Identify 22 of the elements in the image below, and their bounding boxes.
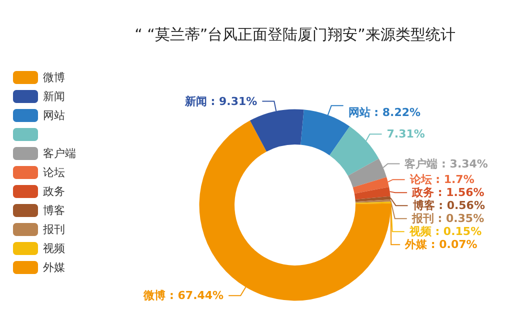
data-label: 网站 : 8.22% [348, 106, 421, 119]
legend-label: 网站 [43, 109, 65, 122]
data-label: 新闻 : 9.31% [184, 94, 258, 108]
legend-label: 新闻 [43, 90, 65, 103]
legend-label: 微博 [43, 71, 65, 84]
data-label: 微博 : 67.44% [142, 289, 224, 302]
data-label: 论坛 : 1.7% [408, 173, 474, 186]
chart-title: “ “莫兰蒂”台风正面登陆厦门翔安”来源类型统计 [134, 26, 456, 44]
legend-label: 客户端 [43, 147, 76, 160]
legend-label: 视频 [43, 242, 65, 255]
legend-label: 博客 [43, 204, 65, 217]
legend-label: 报刊 [42, 223, 65, 236]
data-label: 客户端 : 3.34% [404, 157, 488, 170]
data-label: 7.31% [386, 128, 425, 141]
legend-label: 论坛 [43, 166, 65, 179]
data-label: 报刊 : 0.35% [410, 212, 484, 226]
data-label: 博客 : 0.56% [412, 199, 485, 212]
legend-label: 政务 [43, 185, 65, 198]
data-label: 视频 : 0.15% [408, 225, 482, 238]
data-label: 政务 : 1.56% [411, 186, 484, 200]
data-label: 外媒 : 0.07% [404, 238, 478, 252]
legend-label: 外媒 [43, 261, 65, 274]
